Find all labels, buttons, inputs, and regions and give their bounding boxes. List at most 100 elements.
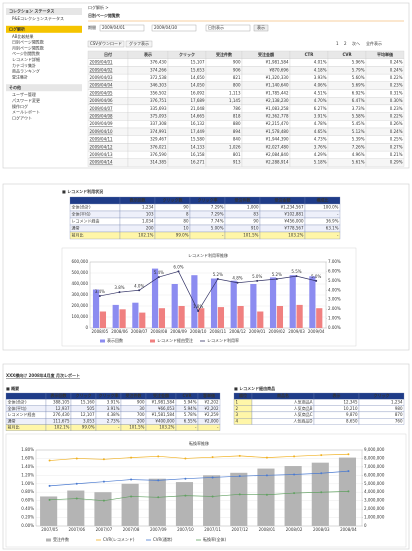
- filter-value: 2009/04/01: [102, 25, 126, 30]
- table-value: 全体(合計): [8, 398, 28, 404]
- table-value: 15,653: [191, 67, 205, 72]
- table-value: 980: [395, 406, 403, 411]
- bar: [296, 304, 303, 328]
- table-value: 全体(平均): [8, 405, 28, 411]
- table-header: CVR: [342, 52, 351, 57]
- sidebar-link[interactable]: 操作ログ: [12, 103, 28, 109]
- table-link[interactable]: 2009/04/05: [90, 90, 114, 95]
- sidebar-link[interactable]: 月別ページ閲覧数: [12, 44, 44, 50]
- table-value: 910: [251, 226, 259, 231]
- line-marker: [177, 270, 180, 273]
- data-label: 5.5%: [291, 269, 301, 274]
- filter-select[interactable]: [151, 24, 197, 32]
- sidebar-link[interactable]: 商品ランキング: [12, 68, 40, 74]
- bar: [210, 278, 218, 328]
- table-link[interactable]: 2009/04/07: [90, 106, 114, 111]
- filter-select[interactable]: [99, 24, 145, 32]
- table-header: 受注金額: [153, 392, 169, 398]
- table-link[interactable]: 2009/04/03: [90, 75, 114, 80]
- bar: [99, 311, 107, 328]
- table-value: 1,113: [229, 90, 241, 95]
- table-value: 100.0%: [323, 205, 338, 210]
- table-link[interactable]: 2009/04/04: [90, 83, 114, 88]
- table-value: 818: [233, 113, 241, 118]
- table-value: 337,308: [150, 121, 167, 126]
- x-tick-label: 2009/04: [308, 329, 325, 334]
- table-value: 7.26%: [352, 144, 365, 149]
- table-value: 4.96%: [352, 152, 365, 157]
- sidebar-link[interactable]: AB比較結果: [12, 33, 33, 39]
- table-value: 1,234: [391, 399, 403, 404]
- sidebar-link[interactable]: 受注集計: [12, 73, 28, 79]
- x-tick-label: 2007/09: [150, 527, 167, 532]
- sidebar-link[interactable]: パスワード変更: [12, 97, 40, 103]
- table-value: 4.06%: [314, 83, 327, 88]
- table-cell: [154, 210, 191, 219]
- table-value: ¥778,567: [284, 226, 304, 231]
- pager-link[interactable]: 次へ: [352, 40, 360, 46]
- table-value: 全体(平均): [72, 211, 92, 217]
- pager-link[interactable]: 全件表示: [366, 40, 382, 46]
- table-link[interactable]: 2009/04/14: [90, 160, 114, 165]
- sidebar-link[interactable]: メールレポート: [12, 109, 40, 115]
- x-tick-label: 2009/03: [288, 329, 305, 334]
- sidebar-link[interactable]: P&Eコレクションステータス: [12, 15, 64, 21]
- bar: [230, 472, 248, 526]
- line-marker: [238, 475, 241, 478]
- filter-select[interactable]: [205, 24, 251, 32]
- table-value: ¥2,000: [205, 418, 219, 423]
- filter-button[interactable]: [253, 24, 269, 32]
- table-value: レコメンド経由: [8, 411, 36, 417]
- x-tick-label: 2008/11: [210, 329, 227, 334]
- plot-area: [35, 449, 363, 527]
- table-value: 4.65%: [314, 129, 327, 134]
- table-link[interactable]: 2009/04/02: [90, 67, 114, 72]
- table-link[interactable]: 2009/04/10: [90, 129, 114, 134]
- y-tick-label: 0.80%: [21, 489, 34, 494]
- chart-frame: [61, 247, 357, 347]
- table-value: ¥1,234,567: [281, 205, 304, 210]
- sidebar-link[interactable]: 日別ページ閲覧数: [12, 39, 44, 45]
- table-value: 4.73%: [314, 137, 327, 142]
- table-value: -: [118, 425, 120, 430]
- y2-tick-label: 9,000,000: [364, 447, 385, 452]
- table-link[interactable]: 2009/04/08: [90, 113, 114, 118]
- table-value: 14,133: [191, 144, 205, 149]
- table-value: 5.96%: [352, 60, 365, 65]
- y2-tick-label: 6,000,000: [364, 472, 385, 477]
- toolbar-button[interactable]: [87, 40, 125, 48]
- toolbar-button[interactable]: [125, 40, 153, 48]
- table-value: ¥2,259: [205, 412, 219, 417]
- bar: [203, 475, 221, 526]
- table-value: 335,693: [150, 106, 167, 111]
- table-value: 760: [395, 418, 403, 423]
- table-value: 0.26%: [390, 121, 403, 126]
- table-link[interactable]: 2009/04/06: [90, 98, 114, 103]
- y-tick-label: 400,000: [71, 281, 88, 286]
- plot-area: [89, 261, 327, 329]
- sidebar-link[interactable]: ページ別閲覧数: [12, 50, 40, 56]
- table-value: 103.2%: [159, 425, 174, 430]
- table-link[interactable]: 2009/04/12: [90, 144, 114, 149]
- sidebar-link[interactable]: ログアウト: [12, 114, 32, 120]
- y2-tick-label: 3.00%: [328, 297, 341, 302]
- sidebar-link[interactable]: ユーザー管理: [12, 91, 36, 97]
- pager-link[interactable]: 2: [344, 41, 347, 46]
- sidebar-link[interactable]: レコメンド詳細: [12, 56, 40, 62]
- legend-label: 受注件数: [53, 536, 69, 542]
- table-link[interactable]: 2009/04/09: [90, 121, 114, 126]
- table-value: ¥2,202: [205, 399, 219, 404]
- sidebar-link[interactable]: カテゴリ集計: [12, 62, 36, 68]
- table-link[interactable]: 2009/04/01: [90, 60, 114, 65]
- table-value: 5.61%: [352, 160, 365, 165]
- pager-link[interactable]: 1: [336, 41, 339, 46]
- table-link[interactable]: 2009/04/13: [90, 152, 114, 157]
- bar: [338, 457, 357, 526]
- data-label: 5.2%: [272, 272, 282, 277]
- table-link[interactable]: 2009/04/11: [90, 137, 114, 142]
- table-value: 2: [236, 406, 239, 411]
- table-value: 7.74%: [211, 219, 224, 224]
- line-marker: [211, 495, 214, 498]
- table-value: 17,689: [191, 98, 205, 103]
- table-value: 8,650: [346, 418, 358, 423]
